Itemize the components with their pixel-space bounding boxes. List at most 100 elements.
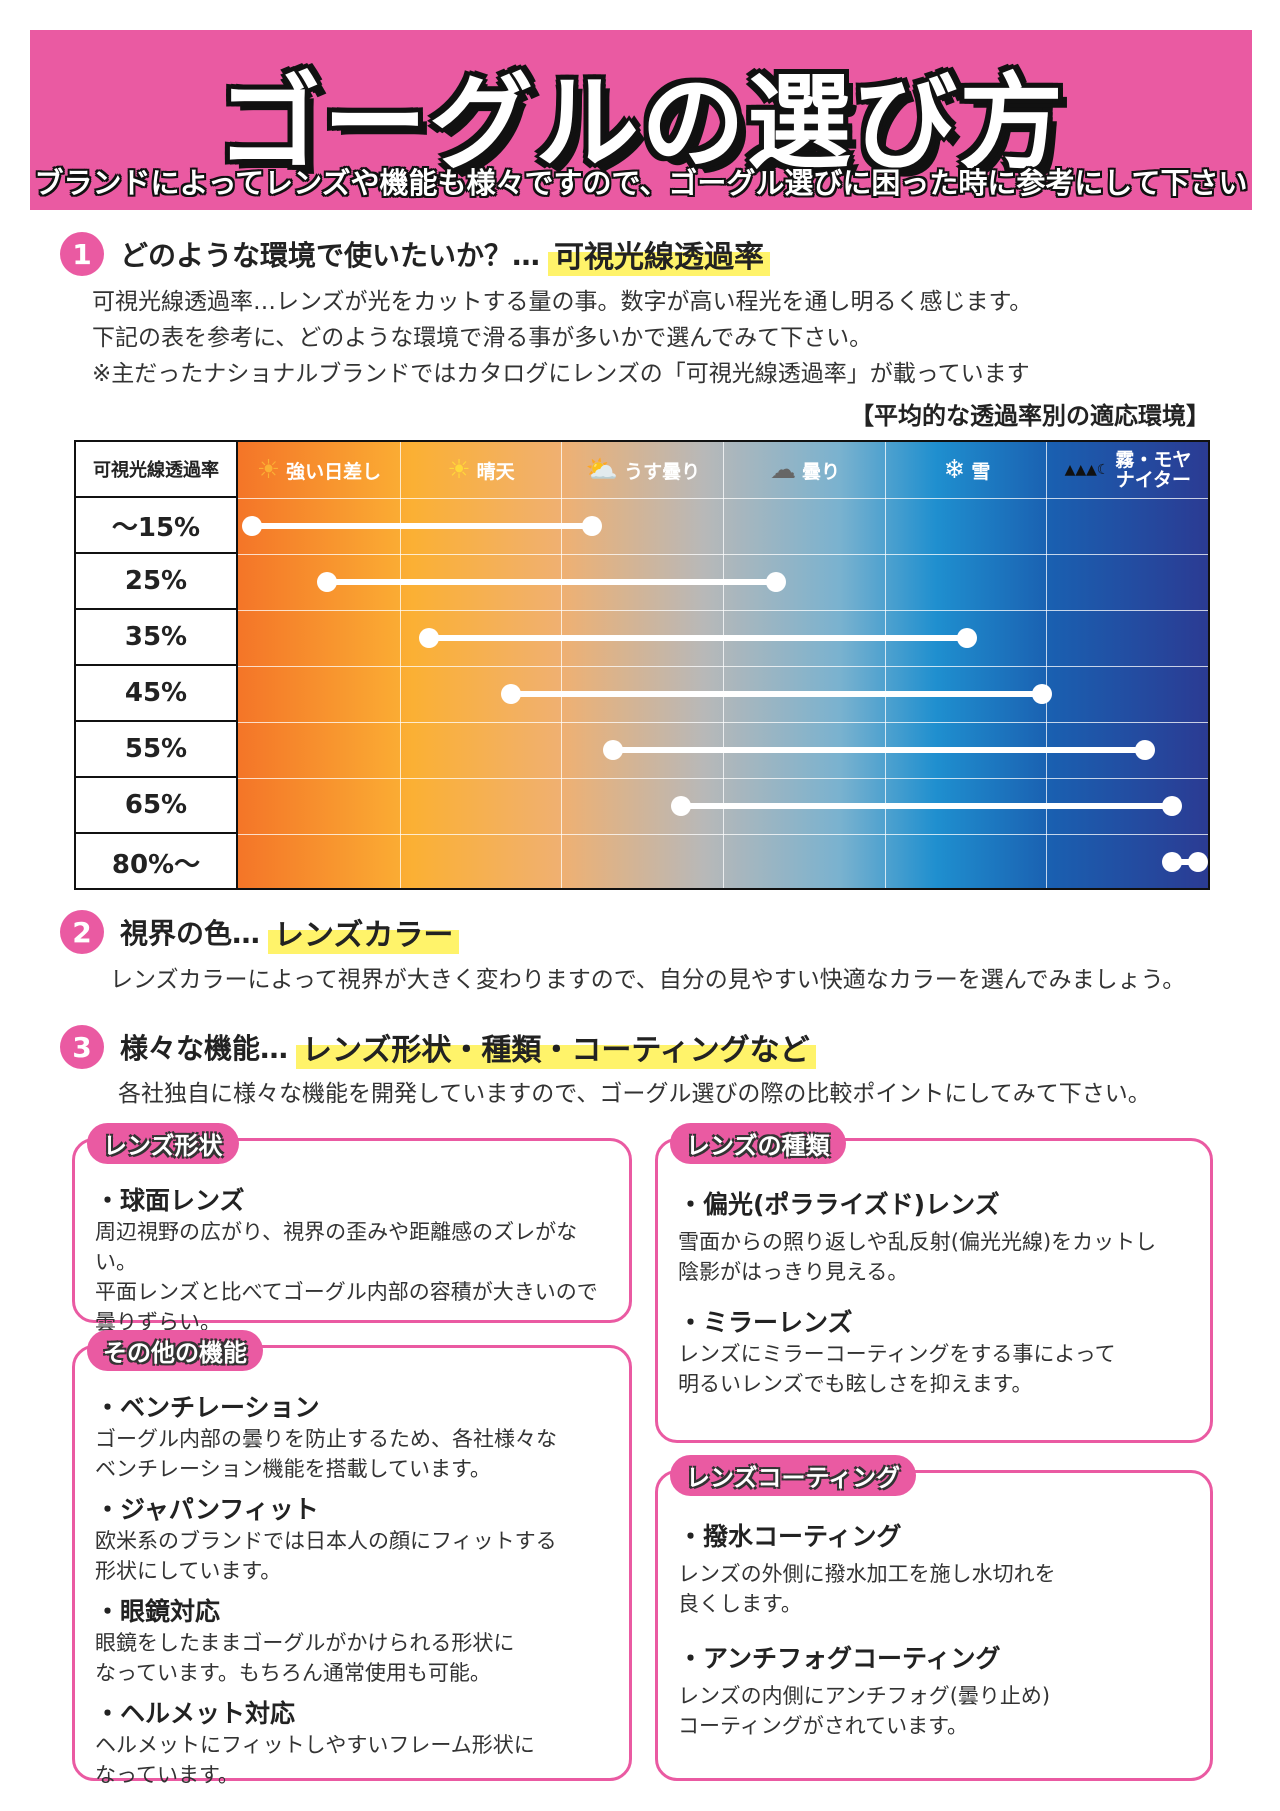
range-endpoint [500,684,521,704]
table-row-label: 25% [76,554,236,610]
cloud-icon: ☁ [769,455,796,485]
range-endpoint [241,516,262,536]
section-2-text: レンズカラーによって視界が大きく変わりますので、自分の見やすい快適なカラーを選ん… [110,967,1186,993]
grid-hline [238,554,1208,555]
grid-vline [1046,442,1047,888]
box-content: ・撥水コーティング レンズの外側に撥水加工を施し水切れを 良くします。 ・アンチ… [658,1473,1210,1741]
item-line: 明るいレンズでも眩しさを抑えます。 [678,1372,1033,1396]
lens-shape-box: レンズ形状 ・球面レンズ 周辺視野の広がり、視界の歪みや距離感のズレがない。 平… [72,1123,632,1334]
section-3-text: 各社独自に様々な機能を開発していますので、ゴーグル選びの際の比較ポイントにしてみ… [118,1081,1151,1107]
sun-small-icon: ☀ [447,455,471,485]
item-line: 欧米系のブランドでは日本人の顔にフィットする [95,1529,557,1553]
item-title: ・ヘルメット対応 [95,1699,296,1728]
section-2-heading: 2 視界の色… レンズカラー [60,910,460,954]
item-title: ・アンチフォグコーティング [678,1644,1001,1673]
header-banner: ゴーグルの選び方 ブランドによってレンズや機能も様々ですので、ゴーグル選びに困っ… [30,30,1252,210]
item-line: 眼鏡をしたままゴーグルがかけられる形状に [95,1631,515,1655]
range-endpoint [766,572,787,592]
item-line: 良くします。 [678,1592,802,1616]
item-line: レンズの外側に撥水加工を施し水切れを [678,1562,1056,1586]
sun-icon: ☀ [256,455,281,485]
item-line: なっています。 [95,1763,239,1787]
other-functions-box: その他の機能 ・ベンチレーション ゴーグル内部の曇りを防止するため、各社様々な … [72,1330,632,1787]
box-content: ・ベンチレーション ゴーグル内部の曇りを防止するため、各社様々な ベンチレーショ… [75,1348,629,1790]
table-row-label: 〜15% [76,498,236,554]
night-trees-icon: ▲▲▲☾ [1064,462,1110,478]
range-endpoint [1161,852,1182,872]
env-label: 晴天 [476,460,515,483]
table-row-labels: 可視光線透過率 〜15% 25% 35% 45% 55% 65% 80%〜 [76,442,238,888]
section-number-badge: 3 [60,1025,104,1069]
grid-vline [561,442,562,888]
grid-vline [400,442,401,888]
item-line: レンズの内側にアンチフォグ(曇り止め) [678,1684,1051,1708]
lens-type-box: レンズの種類 ・偏光(ポラライズド)レンズ 雪面からの照り返しや乱反射(偏光光線… [655,1123,1213,1443]
item-title: ・球面レンズ [95,1186,245,1215]
snowflake-icon: ❄ [943,455,966,485]
box-tag: レンズの種類 [670,1123,846,1164]
item-title: ・撥水コーティング [678,1522,902,1551]
item-title: ・偏光(ポラライズド)レンズ [678,1190,1000,1219]
env-header-sunny: ☀ 晴天 [400,442,562,498]
range-endpoint [1032,684,1053,704]
env-label-line: ナイター [1115,469,1192,491]
section-keyword: 可視光線透過率 [548,232,771,276]
page-title: ゴーグルの選び方 [216,62,1065,184]
table-row-label: 45% [76,666,236,722]
item-line: 陰影がはっきり見える。 [678,1260,909,1284]
range-endpoint [1161,796,1182,816]
range-endpoint [316,572,337,592]
text-line: 可視光線透過率…レンズが光をカットする量の事。数字が高い程光を通し明るく感じます… [92,289,1033,315]
table-row-label: 65% [76,778,236,834]
section-1-text: 可視光線透過率…レンズが光をカットする量の事。数字が高い程光を通し明るく感じます… [92,284,1032,392]
partly-cloudy-icon: ⛅ [585,455,619,485]
box-content: ・球面レンズ 周辺視野の広がり、視界の歪みや距離感のズレがない。 平面レンズと比… [75,1141,629,1337]
item-line: 形状にしています。 [95,1559,282,1583]
range-endpoint [1134,740,1155,760]
item-line: 平面レンズと比べてゴーグル内部の容積が大きいので [95,1280,598,1304]
item-line: 雪面からの照り返しや乱反射(偏光光線)をカットし [678,1230,1157,1254]
range-bar [510,691,1043,697]
range-bar [1171,859,1198,865]
table-caption: 【平均的な透過率別の適応環境】 [850,402,1210,430]
box-tag: レンズ形状 [87,1123,239,1164]
item-line: ヘルメットにフィットしやすいフレーム形状に [95,1733,535,1757]
table-row-label: 80%〜 [111,849,201,880]
item-line: レンズにミラーコーティングをする事によって [678,1342,1116,1366]
grid-hline [238,666,1208,667]
text-line: 下記の表を参考に、どのような環境で滑る事が多いかで選んでみて下さい。 [92,325,873,351]
env-label: 曇り [801,460,840,483]
range-endpoint [957,628,978,648]
table-row-label: 35% [76,610,236,666]
env-header-night: ▲▲▲☾ 霧・モヤ ナイター [1048,442,1208,498]
item-line: なっています。もちろん通常使用も可能。 [95,1661,491,1685]
item-line: ゴーグル内部の曇りを防止するため、各社様々な [95,1427,557,1451]
range-bar [612,747,1145,753]
env-label: 雪 [971,460,991,483]
text-line: ※主だったナショナルブランドではカタログにレンズの「可視光線透過率」が載っていま… [92,361,1030,387]
section-number-badge: 1 [60,232,104,276]
range-bar [251,523,593,529]
item-title: ・ジャパンフィット [95,1495,319,1524]
environment-gradient: ☀ 強い日差し ☀ 晴天 ⛅ うす曇り ☁ 曇り ❄ 雪 ▲▲▲☾ 霧・モヤ ナ… [238,442,1208,888]
env-label: 霧・モヤ ナイター [1115,450,1191,490]
item-line: コーティングがされています。 [678,1714,969,1738]
range-endpoint [1188,852,1208,872]
lens-coating-box: レンズコーティング ・撥水コーティング レンズの外側に撥水加工を施し水切れを 良… [655,1455,1213,1781]
grid-hline [238,610,1208,611]
table-row-header: 可視光線透過率 [76,442,236,498]
range-endpoint [671,796,692,816]
grid-vline [723,442,724,888]
table-row-label: 55% [76,722,236,778]
env-label: 強い日差し [286,460,382,483]
section-number-badge: 2 [60,910,104,954]
section-title: 視界の色… [120,917,261,950]
env-header-snow: ❄ 雪 [886,442,1048,498]
section-3-heading: 3 様々な機能… レンズ形状・種類・コーティングなど [60,1025,816,1069]
grid-hline [238,498,1208,499]
env-header-partly-cloudy: ⛅ うす曇り [562,442,724,498]
section-keyword: レンズカラー [268,910,460,954]
section-1-heading: 1 どのような環境で使いたいか？… 可視光線透過率 [60,232,771,276]
box-tag: その他の機能 [87,1330,263,1371]
box-content: ・偏光(ポラライズド)レンズ 雪面からの照り返しや乱反射(偏光光線)をカットし … [658,1141,1210,1399]
